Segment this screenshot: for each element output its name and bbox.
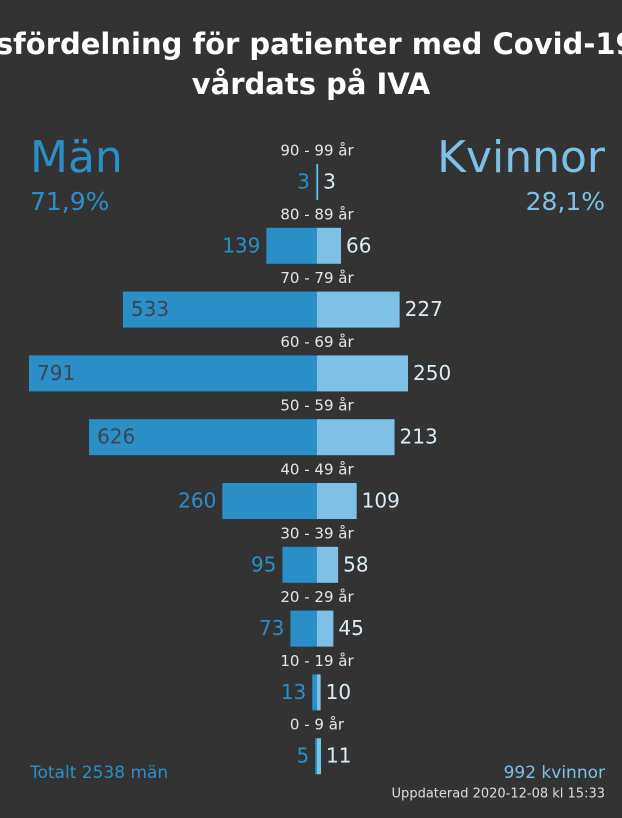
value-label: 66: [346, 233, 371, 257]
age-label: 60 - 69 år: [280, 333, 354, 351]
age-label: 50 - 59 år: [280, 397, 354, 415]
bar-women: [317, 483, 357, 519]
bar-women: [317, 291, 400, 328]
bar-women: [317, 610, 334, 647]
bar-women: [317, 227, 342, 264]
age-label: 10 - 19 år: [280, 652, 354, 670]
value-label: 5: [296, 744, 309, 768]
value-label: 260: [178, 489, 216, 513]
bar-women: [317, 355, 409, 392]
bar-men: [266, 227, 317, 264]
age-label: 0 - 9 år: [290, 716, 345, 734]
value-label: 45: [338, 616, 363, 640]
value-label: 73: [259, 616, 284, 640]
bar-men: [290, 610, 317, 647]
bar-men: [315, 738, 317, 775]
value-label: 109: [362, 489, 400, 513]
total-right: 992 kvinnor: [504, 763, 605, 783]
value-label: 533: [131, 297, 169, 321]
bar-men: [222, 483, 317, 519]
value-label: 95: [251, 552, 276, 576]
legend-left: Män: [30, 132, 123, 183]
share-left: 71,9%: [30, 187, 109, 216]
bar-men: [282, 546, 317, 583]
value-label: 11: [326, 744, 351, 768]
bar-men: [315, 164, 317, 200]
value-label: 3: [323, 170, 336, 194]
value-label: 3: [297, 170, 310, 194]
value-label: 791: [37, 361, 75, 385]
value-label: 10: [326, 680, 351, 704]
age-label: 70 - 79 år: [280, 269, 354, 287]
value-label: 250: [413, 361, 451, 385]
legend-right: Kvinnor: [437, 132, 606, 183]
age-label: 20 - 29 år: [280, 588, 354, 606]
bar-men: [89, 419, 317, 456]
bar-women: [317, 546, 339, 583]
value-label: 139: [222, 233, 260, 257]
value-label: 227: [405, 297, 443, 321]
bar-women: [317, 164, 319, 200]
age-label: 30 - 39 år: [280, 524, 354, 542]
age-label: 40 - 49 år: [280, 461, 354, 479]
bar-men: [122, 291, 317, 328]
bar-men: [312, 674, 317, 711]
bar-men: [29, 355, 317, 392]
value-label: 213: [400, 425, 438, 449]
bar-women: [317, 738, 322, 775]
total-left: Totalt 2538 män: [29, 763, 168, 783]
chart-title: Åldersfördelning för patienter med Covid…: [0, 27, 622, 101]
bar-women: [317, 674, 321, 711]
value-label: 626: [97, 425, 135, 449]
value-label: 58: [343, 552, 368, 576]
age-label: 80 - 89 år: [280, 205, 354, 223]
share-right: 28,1%: [526, 187, 605, 216]
value-label: 13: [281, 680, 306, 704]
bar-women: [317, 419, 395, 456]
age-label: 90 - 99 år: [280, 142, 354, 160]
updated-note: Uppdaterad 2020-12-08 kl 15:33: [392, 787, 605, 802]
